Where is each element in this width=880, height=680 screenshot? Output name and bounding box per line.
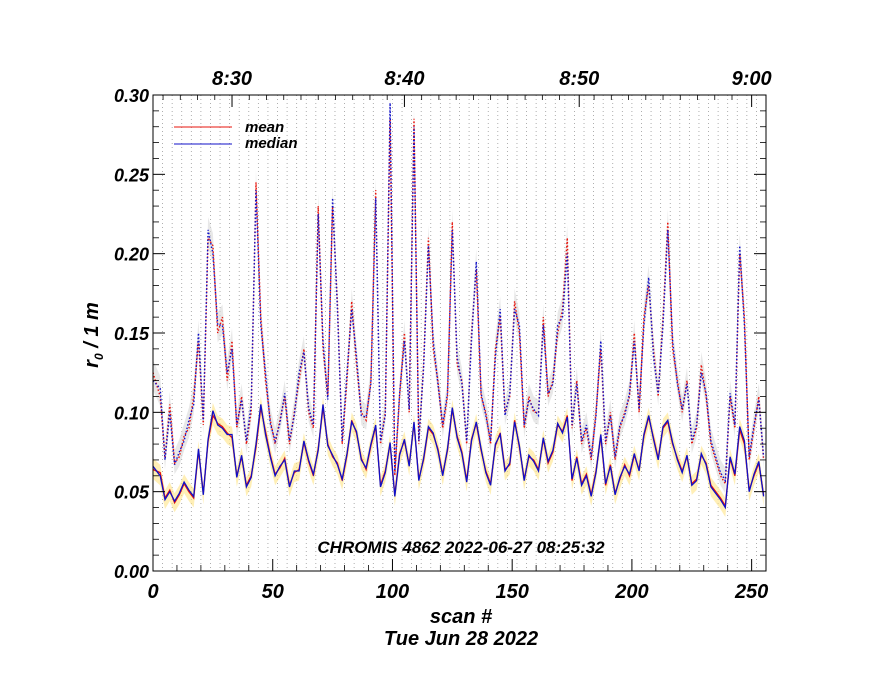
y-tick-label: 0.25 <box>114 165 150 185</box>
x-tick-label: 0 <box>147 581 158 603</box>
legend-median-label: median <box>245 135 298 152</box>
top-tick-label: 9:00 <box>732 68 772 90</box>
legend-mean-label: mean <box>245 119 284 136</box>
series-mean-upper-line <box>152 118 765 486</box>
spread-bands <box>153 90 764 518</box>
y-tick-label: 0.30 <box>114 86 149 106</box>
axis-ticks: 0.00 0.05 0.10 0.15 0.20 0.25 0.30 0 50 100 150 200… <box>114 68 772 603</box>
series-median-upper-line <box>152 102 765 483</box>
vertical-grid <box>162 95 757 571</box>
y-tick-label: 0.15 <box>114 324 150 344</box>
date-label: Tue Jun 28 2022 <box>384 628 538 650</box>
series-lines <box>152 102 765 510</box>
top-tick-label: 8:50 <box>559 68 599 90</box>
y-tick-label: 0.00 <box>114 562 149 582</box>
top-tick-label: 8:40 <box>384 68 424 90</box>
y-tick-label: 0.20 <box>114 245 149 265</box>
y-axis-label-main: r <box>81 359 103 368</box>
y-axis-label-sub: 0 <box>92 353 106 360</box>
svg-text:r0 / 1 m: r0 / 1 m <box>81 302 106 368</box>
y-axis-label-rest: / 1 m <box>81 302 103 353</box>
x-tick-label: 150 <box>495 581 528 603</box>
chart-annotation: CHROMIS 4862 2022-06-27 08:25:32 <box>317 538 605 557</box>
y-axis-label: r0 / 1 m <box>81 302 106 368</box>
series-median-line <box>152 404 765 510</box>
x-tick-label: 100 <box>376 581 409 603</box>
legend: mean median <box>174 119 298 152</box>
x-tick-label: 50 <box>262 581 284 603</box>
y-tick-label: 0.10 <box>114 403 149 423</box>
y-tick-label: 0.05 <box>114 483 150 503</box>
x-tick-label: 250 <box>734 581 768 603</box>
x-tick-label: 200 <box>614 581 648 603</box>
x-axis-label: scan # <box>430 606 493 628</box>
top-tick-label: 8:30 <box>212 68 252 90</box>
